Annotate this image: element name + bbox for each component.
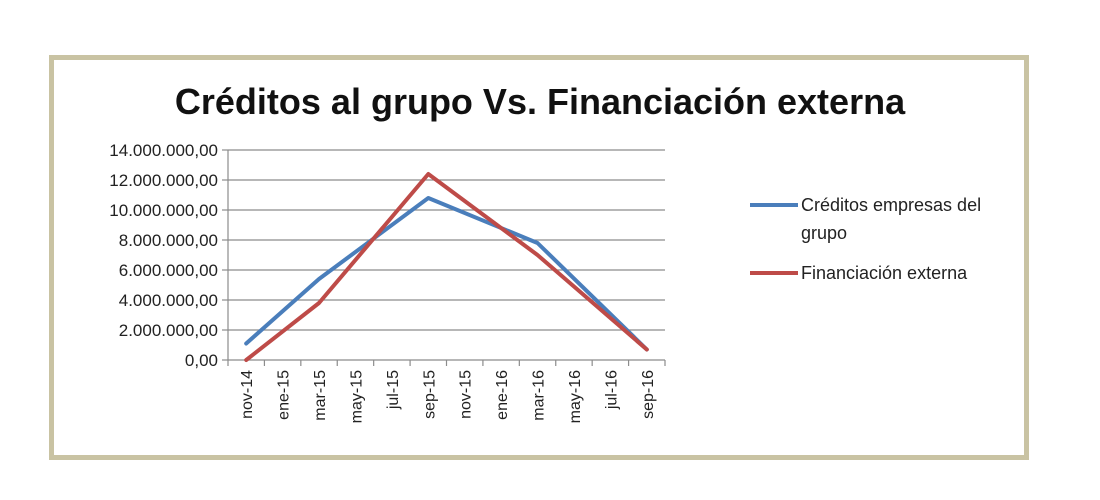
legend: Créditos empresas del grupo Financiación e… (750, 195, 981, 283)
y-tick-label: 0,00 (185, 351, 218, 370)
x-tick-label: nov-14 (239, 370, 256, 419)
y-tick-label: 4.000.000,00 (119, 291, 218, 310)
x-tick-label: sep-16 (640, 370, 657, 419)
x-tick-label: jul-16 (603, 370, 620, 410)
x-tick-label: sep-15 (421, 370, 438, 419)
legend-label-1: Créditos empresas del (801, 195, 981, 215)
y-tick-label: 6.000.000,00 (119, 261, 218, 280)
x-tick-label: ene-15 (276, 370, 293, 420)
x-tick-label: mar-16 (531, 370, 548, 421)
y-tick-label: 2.000.000,00 (119, 321, 218, 340)
legend-label-1: grupo (801, 223, 847, 243)
x-tick-label: may-16 (567, 370, 584, 423)
x-tick-label: jul-15 (385, 370, 402, 410)
x-tick-label: ene-16 (494, 370, 511, 420)
x-tick-label: mar-15 (312, 370, 329, 421)
y-tick-label: 14.000.000,00 (109, 141, 218, 160)
series-line-2 (244, 172, 649, 362)
x-tick-label: nov-15 (458, 370, 475, 419)
y-axis-tick-labels: 0,00 2.000.000,00 4.000.000,00 6.000.000,00… (109, 141, 218, 370)
x-axis-tick-labels: nov-14 ene-15 mar-15 may-15 jul-15 sep-15 nov-… (239, 370, 657, 423)
x-tick-label: may-15 (348, 370, 365, 423)
series-lines (244, 172, 649, 362)
legend-label-2: Financiación externa (801, 263, 968, 283)
chart-title: Créditos al grupo Vs. Financiación exter… (175, 81, 906, 122)
axes (222, 149, 666, 366)
y-tick-label: 12.000.000,00 (109, 171, 218, 190)
y-tick-label: 8.000.000,00 (119, 231, 218, 250)
y-tick-label: 10.000.000,00 (109, 201, 218, 220)
series-line-1 (244, 196, 649, 352)
